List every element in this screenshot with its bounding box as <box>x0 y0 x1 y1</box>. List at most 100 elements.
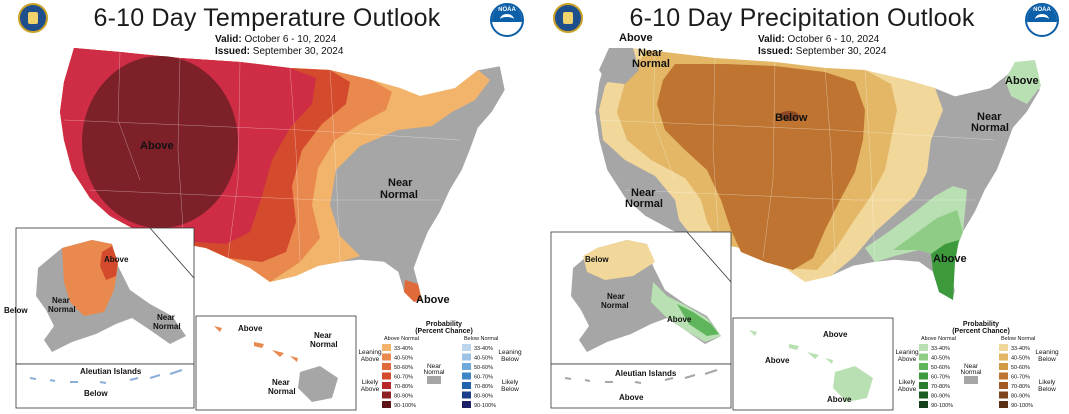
issued-value: September 30, 2024 <box>795 46 887 57</box>
state-lines <box>63 51 461 263</box>
legend-above-range: 70-80% <box>394 384 413 390</box>
temp-aleutian-title: Aleutian Islands <box>80 367 142 376</box>
precip-above-50-band <box>931 240 959 300</box>
legend-below-swatch <box>462 401 471 408</box>
precip-sw-near-2: Normal <box>625 198 663 210</box>
legend-above-range: 33-40% <box>394 346 413 352</box>
precipitation-issued: Issued: September 30, 2024 <box>758 46 886 57</box>
temp-hawaii-near-2a: Near <box>272 378 290 387</box>
legend-above-range: 50-60% <box>931 365 950 371</box>
legend-likely-below-2: Below <box>501 386 519 393</box>
temp-alaska-near-2: Normal <box>48 305 76 314</box>
legend-above-swatch <box>382 372 391 380</box>
legend-above-swatch <box>382 401 391 408</box>
noaa-logo-icon: NOAA <box>490 3 524 37</box>
hawaii-inset-frame <box>732 317 894 411</box>
temp-alaska-above-label: Above <box>104 255 129 264</box>
precipitation-map: Above Near Normal Above Below Near Norma… <box>550 32 1059 411</box>
valid-label: Valid: <box>758 34 785 45</box>
hawaii-big-island <box>298 366 338 402</box>
legend-near-1: Near <box>427 363 442 370</box>
valid-label: Valid: <box>215 34 242 45</box>
legend-title-1: Probability <box>426 321 462 328</box>
legend-above-swatch <box>919 363 928 370</box>
precip-nw-near-1: Near <box>638 47 663 59</box>
legend-likely-above-2: Above <box>898 386 917 393</box>
legend-above-swatch <box>382 382 391 389</box>
legend-title-2: (Percent Chance) <box>415 328 473 335</box>
precip-nw-near <box>599 48 639 84</box>
legend-below-range: 70-80% <box>474 384 493 390</box>
aleutian-inset-frame <box>550 363 732 409</box>
legend-likely-below-1: Likely <box>502 379 519 386</box>
legend-likely-above-1: Likely <box>362 379 379 386</box>
doc-seal-icon <box>18 3 48 33</box>
legend-below-range: 33-40% <box>1011 346 1030 352</box>
legend-above-range: 60-70% <box>931 375 950 381</box>
legend-above-range: 40-50% <box>931 356 950 362</box>
temp-hawaii-near-2b: Normal <box>268 387 296 396</box>
precip-hawaii-above-1: Above <box>823 330 848 339</box>
alaska-above-core <box>100 246 118 280</box>
precip-alaska-near-1: Near <box>607 292 625 301</box>
legend-leaning-below-1: Leaning <box>498 349 522 356</box>
legend-likely-below-1: Likely <box>1039 379 1056 386</box>
legend-above-swatch <box>919 353 928 361</box>
temp-alaska-near-1: Near <box>52 296 70 305</box>
precip-main-below-label: Below <box>775 112 808 124</box>
legend-col-above: Above Normal <box>921 336 956 342</box>
legend-below-swatch <box>462 372 471 380</box>
legend-title-1: Probability <box>963 321 999 328</box>
hawaii-islands <box>214 326 298 362</box>
precipitation-valid: Valid: October 6 - 10, 2024 <box>758 34 879 45</box>
legend-likely-above-1: Likely <box>899 379 916 386</box>
temp-alaska-se-near-1: Near <box>157 313 175 322</box>
legend-below-range: 90-100% <box>474 403 496 409</box>
legend-below-range: 33-40% <box>474 346 493 352</box>
aleutian-islands <box>29 369 183 384</box>
legend-below-range: 70-80% <box>1011 384 1030 390</box>
legend-below-range: 90-100% <box>1011 403 1033 409</box>
precip-aleutian-title: Aleutian Islands <box>615 369 677 378</box>
legend-leaning-below-2: Below <box>501 356 519 363</box>
precip-alaska-near-2: Normal <box>601 301 629 310</box>
precip-alaska-below: Below <box>585 255 609 264</box>
alaska-se-above-deep <box>677 304 719 336</box>
precip-ne-above-label: Above <box>1005 75 1039 87</box>
temp-hawaii-above: Above <box>238 324 263 333</box>
legend-above-swatch <box>919 372 928 380</box>
noaa-logo-icon: NOAA <box>1025 3 1059 37</box>
hawaii-big-island <box>833 366 873 402</box>
legend-above-range: 50-60% <box>394 365 413 371</box>
legend-below-range: 80-90% <box>1011 394 1030 400</box>
legend-above-swatch <box>382 363 391 370</box>
legend-near-2: Normal <box>424 369 446 376</box>
legend-below-swatch <box>999 344 1008 351</box>
legend-above-range: 90-100% <box>394 403 416 409</box>
temperature-title: 6-10 Day Temperature Outlook <box>93 4 441 32</box>
hawaii-islands <box>749 330 833 364</box>
legend-above-range: 40-50% <box>394 356 413 362</box>
legend-leaning-above-1: Leaning <box>358 349 382 356</box>
legend-above-range: 70-80% <box>931 384 950 390</box>
legend-below-swatch <box>999 353 1008 361</box>
precipitation-title: 6-10 Day Precipitation Outlook <box>629 4 975 32</box>
legend-leaning-above-1: Leaning <box>895 349 919 356</box>
precip-alaska-se-above: Above <box>667 315 692 324</box>
legend-above-swatch <box>919 401 928 408</box>
legend-above-range: 80-90% <box>931 394 950 400</box>
precip-ne-above <box>1005 60 1041 104</box>
legend-below-range: 60-70% <box>1011 375 1030 381</box>
state-lines <box>598 51 996 263</box>
legend-below-range: 60-70% <box>474 375 493 381</box>
legend-above-range: 80-90% <box>394 394 413 400</box>
temp-alaska-below-label: Below <box>4 306 28 315</box>
issued-label: Issued: <box>215 46 251 57</box>
temp-main-above-label: Above <box>140 140 174 152</box>
legend-below-swatch <box>999 382 1008 389</box>
legend-col-below: Below Normal <box>464 336 498 342</box>
temperature-legend: Probability(Percent Chance)Above Normal B… <box>358 321 522 409</box>
legend-col-above: Above Normal <box>384 336 419 342</box>
legend-below-range: 40-50% <box>474 356 493 362</box>
legend-above-range: 90-100% <box>931 403 953 409</box>
